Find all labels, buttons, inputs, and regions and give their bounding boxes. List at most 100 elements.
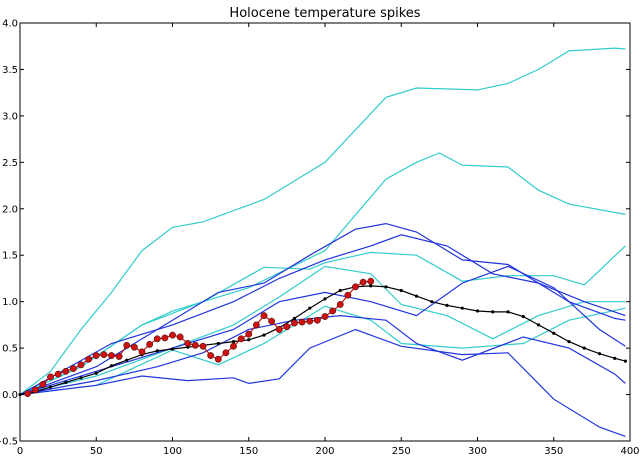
series-11-point-29	[245, 330, 253, 338]
series-10-point-40	[623, 359, 628, 363]
series-10-point-29	[460, 306, 464, 310]
series-line-7	[19, 265, 626, 396]
x-tick-label-3: 150	[239, 446, 258, 457]
series-11-point-25	[214, 355, 222, 363]
series-11-point-15	[138, 348, 146, 356]
x-tick-label-1: 50	[90, 446, 103, 457]
x-tick-label-8: 400	[620, 446, 639, 457]
y-tick-label-1: 0.0	[2, 390, 18, 401]
series-10-point-10	[170, 347, 175, 351]
series-11-point-31	[260, 312, 268, 319]
series-10-point-14	[231, 340, 236, 344]
series-10-point-3	[64, 380, 68, 385]
series-line-3	[19, 265, 626, 396]
series-10-point-21	[338, 288, 342, 293]
y-tick-label-3: 1.0	[2, 297, 18, 308]
series-11-point-20	[176, 333, 184, 341]
series-11-point-13	[123, 341, 131, 349]
series-10-point-39	[613, 356, 617, 360]
series-10-point-15	[247, 338, 251, 342]
plot-lines	[18, 47, 628, 437]
x-tick-label-6: 300	[468, 446, 487, 457]
series-11-point-9	[92, 352, 100, 359]
series-10-point-35	[552, 331, 556, 335]
series-11-point-33	[275, 326, 283, 333]
series-10-point-31	[491, 310, 495, 314]
series-10-point-30	[475, 309, 480, 313]
series-11-point-6	[69, 365, 77, 372]
series-10-point-13	[216, 341, 220, 346]
series-11-point-4	[54, 370, 62, 378]
series-11-point-3	[47, 373, 54, 381]
y-axis-ticks: −0.5 0.0 0.5 1.0 1.5 2.0 2.5 3.0 3.5 4.0	[0, 19, 630, 448]
series-10-point-36	[567, 340, 571, 344]
y-tick-label-6: 2.5	[2, 158, 18, 169]
series-10-point-27	[430, 300, 434, 304]
series-11-point-8	[85, 355, 93, 363]
series-10-point-19	[308, 306, 312, 310]
series-11-point-0	[24, 390, 32, 398]
series-11-point-1	[31, 386, 39, 394]
series-11-point-44	[359, 278, 367, 286]
series-10-point-32	[506, 310, 510, 314]
series-11-point-34	[283, 323, 291, 331]
series-11-point-11	[108, 352, 115, 359]
series-11-point-21	[184, 340, 192, 347]
series-11-point-38	[313, 316, 321, 324]
series-11-point-35	[291, 319, 298, 327]
series-10-point-28	[445, 303, 449, 307]
x-tick-label-4: 200	[315, 446, 334, 457]
series-10-point-4	[79, 376, 83, 380]
series-10-point-26	[414, 294, 419, 298]
series-line-5	[19, 222, 626, 396]
series-11-point-26	[222, 349, 230, 357]
series-line-2	[19, 245, 626, 396]
series-10-point-7	[125, 358, 129, 362]
series-11-point-17	[153, 335, 161, 343]
series-11-point-30	[252, 321, 260, 329]
series-11-point-39	[321, 313, 329, 320]
series-10-point-37	[582, 346, 586, 350]
series-line-0	[19, 47, 626, 396]
x-tick-label-5: 250	[392, 446, 411, 457]
series-11-point-37	[306, 317, 314, 325]
series-11-point-5	[62, 367, 70, 375]
series-11-point-28	[237, 335, 245, 343]
series-10-point-6	[109, 364, 114, 368]
series-line-8	[19, 314, 626, 396]
series-11-point-19	[169, 331, 176, 339]
y-tick-label-7: 3.0	[2, 111, 18, 122]
series-11-point-45	[367, 277, 375, 285]
series-11-point-7	[77, 361, 85, 369]
series-10-point-16	[262, 333, 266, 337]
y-tick-label-2: 0.5	[2, 344, 18, 355]
y-tick-label-4: 1.5	[2, 251, 18, 262]
series-11-point-32	[268, 317, 276, 325]
series-11-point-42	[344, 291, 352, 299]
series-11-point-36	[298, 318, 306, 326]
x-tick-label-0: 0	[17, 446, 23, 457]
series-10-point-34	[536, 323, 541, 327]
series-line-6	[19, 234, 626, 396]
series-line-11	[27, 280, 371, 395]
series-10-point-20	[323, 297, 327, 301]
series-10-point-18	[292, 316, 297, 320]
y-tick-label-9: 4.0	[2, 19, 18, 30]
series-10-point-24	[384, 285, 388, 289]
series-11-point-18	[161, 334, 169, 342]
series-11-point-27	[230, 342, 237, 350]
series-11-point-14	[130, 343, 138, 351]
chart-title: Holocene temperature spikes	[229, 6, 420, 21]
series-10-point-33	[521, 314, 525, 319]
series-10-point-5	[94, 371, 98, 375]
series-11-point-23	[199, 342, 207, 350]
x-tick-label-2: 100	[163, 446, 182, 457]
series-10-point-23	[369, 284, 373, 288]
series-line-4	[19, 305, 626, 396]
x-axis-ticks: 0 50 100 150 200 250 300 350 400	[17, 23, 640, 457]
series-11-point-43	[352, 283, 359, 291]
y-tick-label-8: 3.5	[2, 65, 18, 76]
series-10-point-25	[399, 288, 403, 293]
series-10-point-38	[597, 352, 602, 356]
